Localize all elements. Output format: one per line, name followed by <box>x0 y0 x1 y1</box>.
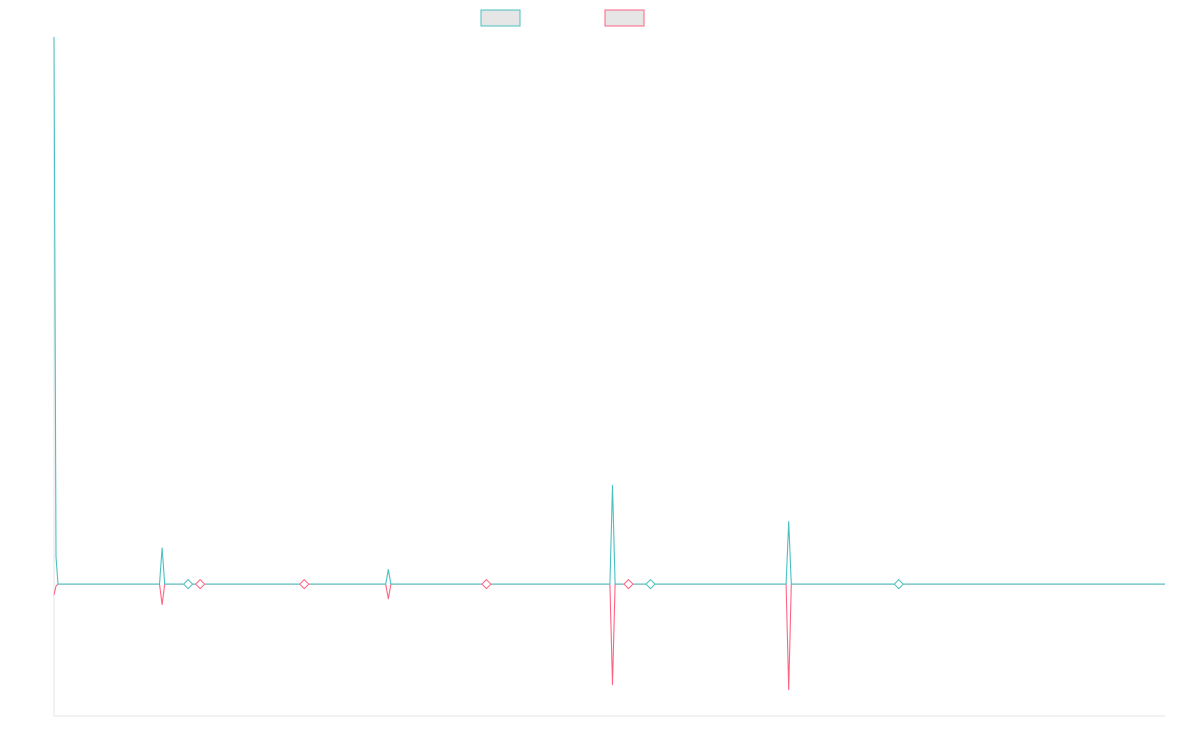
point-marker-1[interactable] <box>182 578 194 590</box>
series-line-teal <box>53 36 1165 585</box>
point-marker-3[interactable] <box>299 578 310 590</box>
point-marker-7[interactable] <box>893 578 904 590</box>
legend-swatch-1[interactable] <box>480 9 521 27</box>
point-markers <box>182 578 904 590</box>
point-marker-5[interactable] <box>623 578 634 590</box>
point-marker-6[interactable] <box>645 578 656 590</box>
legend[interactable] <box>480 9 645 27</box>
series-lines <box>53 36 1165 691</box>
axes <box>53 37 1165 717</box>
series-line-pink <box>53 583 1165 691</box>
point-marker-4[interactable] <box>481 578 492 590</box>
legend-swatch-2[interactable] <box>604 9 645 27</box>
point-marker-2[interactable] <box>194 578 206 590</box>
